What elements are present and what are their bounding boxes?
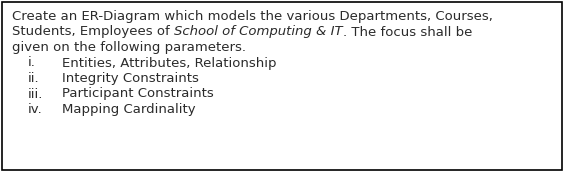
Text: Integrity Constraints: Integrity Constraints — [62, 72, 199, 85]
Text: Create an ER-Diagram which models the various Departments, Courses,: Create an ER-Diagram which models the va… — [12, 10, 493, 23]
Text: School of Computing & IT: School of Computing & IT — [174, 25, 342, 39]
Text: Mapping Cardinality: Mapping Cardinality — [62, 103, 196, 116]
Text: i.: i. — [28, 56, 36, 69]
Text: . The focus shall be: . The focus shall be — [342, 25, 472, 39]
Text: given on the following parameters.: given on the following parameters. — [12, 41, 246, 54]
Text: iii.: iii. — [28, 88, 43, 100]
Text: Students, Employees of: Students, Employees of — [12, 25, 174, 39]
Text: Entities, Attributes, Relationship: Entities, Attributes, Relationship — [62, 56, 276, 69]
Text: ii.: ii. — [28, 72, 39, 85]
Text: iv.: iv. — [28, 103, 43, 116]
Text: Participant Constraints: Participant Constraints — [62, 88, 214, 100]
